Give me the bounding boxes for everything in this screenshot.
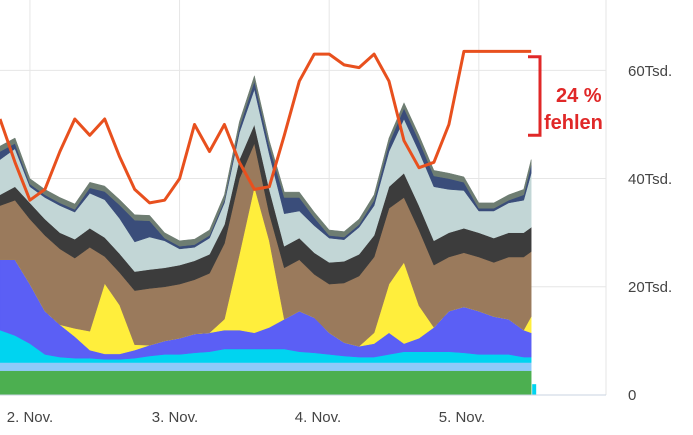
y-tick-labels: 0 20Tsd. 40Tsd. 60Tsd. [628, 63, 672, 404]
x-tick-label: 5. Nov. [439, 409, 485, 426]
total-line-group [0, 49, 532, 205]
area-series-2 [0, 362, 532, 371]
area-series-1 [0, 370, 532, 396]
y-tick-label: 60Tsd. [628, 63, 672, 80]
y-tick-label: 40Tsd. [628, 171, 672, 188]
total-line [0, 49, 532, 205]
y-tick-label: 20Tsd. [628, 279, 672, 296]
x-tick-label: 4. Nov. [295, 409, 341, 426]
end-marker [532, 384, 537, 395]
missing-bracket [528, 55, 542, 137]
missing-fehlen-label: fehlen [544, 112, 603, 134]
missing-annotation: 24 % fehlen [528, 55, 603, 137]
x-tick-label: 3. Nov. [152, 409, 198, 426]
y-tick-label: 0 [628, 387, 636, 404]
missing-percent-label: 24 % [556, 85, 602, 107]
x-tick-labels: 2. Nov. 3. Nov. 4. Nov. 5. Nov. [7, 409, 485, 426]
x-tick-label: 2. Nov. [7, 409, 53, 426]
